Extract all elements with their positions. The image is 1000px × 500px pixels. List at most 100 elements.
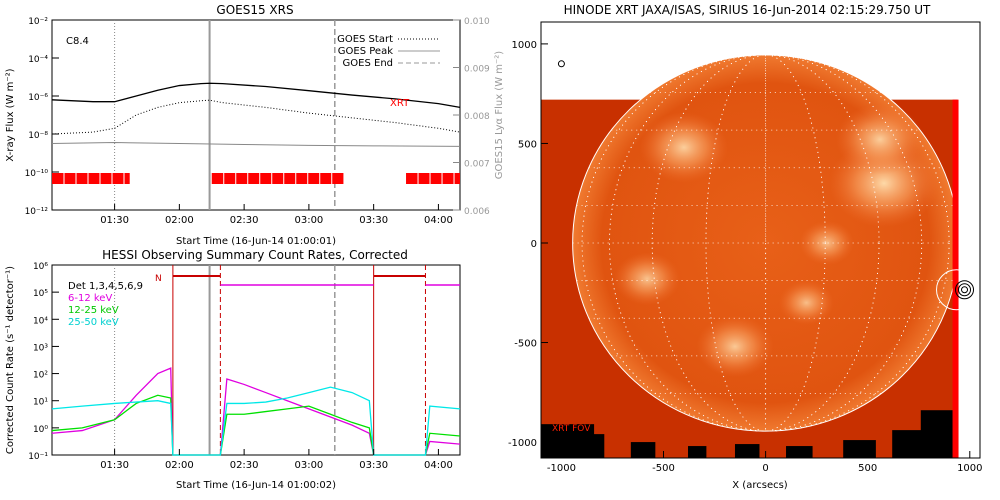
goes-plot-area <box>51 20 461 210</box>
hessi-x-tick-label: 03:00 <box>294 460 323 471</box>
goes-series-1 <box>51 99 461 135</box>
xrt-flare-contour-2 <box>961 286 969 294</box>
goes-series-2 <box>51 142 461 147</box>
hessi-x-tick-label: 02:30 <box>230 460 259 471</box>
goes-y-tick-label: 10⁻⁸ <box>28 131 48 141</box>
goes-legend-peak: GOES Peak <box>338 46 393 57</box>
hessi-plot-area <box>51 265 461 456</box>
xrt-x-tick-label: -500 <box>652 463 675 474</box>
xrt-solar-limb <box>572 54 960 432</box>
goes-x-tick-label: 02:00 <box>165 215 194 226</box>
hessi-y-axis: 10⁶ 10⁵ 10⁴ 10³ 10² 10¹ 10⁰ 10⁻¹ <box>28 262 59 462</box>
xrt-fov-label: XRT FOV <box>552 424 591 434</box>
xrt-y-tick-label: 500 <box>518 139 537 150</box>
hessi-x-tick-label: 03:30 <box>359 460 388 471</box>
hessi-x-label: Start Time (16-Jun-14 01:00:02) <box>176 480 336 491</box>
xrt-y-axis: 1000 500 0 -500 -1000 <box>508 40 548 449</box>
hessi-y-label: Corrected Count Rate (s⁻¹ detector⁻¹) <box>5 266 16 454</box>
xrt-y-tick-label: -500 <box>514 339 537 350</box>
hessi-legend: Det 1,3,4,5,6,9 6-12 keV 12-25 keV 25-50… <box>68 281 143 328</box>
xrt-bright-region-6 <box>778 280 834 325</box>
hessi-panel: HESSI Observing Summary Count Rates, Cor… <box>5 248 461 491</box>
goes-x-tick-label: 03:00 <box>294 215 323 226</box>
hessi-y-tick-label: 10² <box>33 371 48 381</box>
xrt-bright-region-4 <box>799 220 855 265</box>
xrt-y-tick-label: 0 <box>531 239 537 250</box>
xrt-bright-region-2 <box>835 104 924 175</box>
xrt-bright-region-0 <box>639 112 728 183</box>
xrt-missing-data-6 <box>843 440 876 458</box>
goes-legend-end: GOES End <box>343 58 393 69</box>
xrt-x-tick-label: 500 <box>858 463 877 474</box>
hessi-legend-12-25: 12-25 keV <box>68 305 119 316</box>
goes-y-axis: 10⁻² 10⁻⁴ 10⁻⁶ 10⁻⁸ 10⁻¹⁰ 10⁻¹² <box>25 17 59 217</box>
hessi-series-1 <box>51 394 461 456</box>
hessi-plot-frame <box>51 264 461 456</box>
xrt-bright-region-3 <box>696 315 774 378</box>
hessi-y-tick-label: 10³ <box>33 343 48 353</box>
hessi-y-tick-label: 10⁶ <box>33 262 48 272</box>
hessi-y-tick-label: 10¹ <box>33 398 48 408</box>
xrt-panel: HINODE XRT JAXA/ISAS, SIRIUS 16-Jun-2014… <box>508 3 983 491</box>
hessi-x-tick-label: 02:00 <box>165 460 194 471</box>
xrt-x-tick-label: 0 <box>762 463 768 474</box>
hessi-x-axis: 01:30 02:00 02:30 03:00 03:30 04:00 <box>100 449 453 471</box>
goes-y-tick-label: 10⁻¹² <box>25 207 49 217</box>
hessi-y-tick-label: 10⁴ <box>33 316 48 326</box>
xrt-bright-region-5 <box>614 252 681 306</box>
goes-y-tick-label: 10⁻⁴ <box>28 55 48 65</box>
goes-panel: GOES15 XRS C8.4 XRT GOES Start GOES Peak… <box>5 3 505 247</box>
goes-title: GOES15 XRS <box>216 3 293 17</box>
goes-series-0 <box>51 82 461 109</box>
goes-y2-tick-label: 0.007 <box>464 160 490 170</box>
xrt-missing-data-3 <box>688 446 707 458</box>
xrt-grid-longitude <box>705 54 826 432</box>
goes-x-tick-label: 02:30 <box>230 215 259 226</box>
xrt-title: HINODE XRT JAXA/ISAS, SIRIUS 16-Jun-2014… <box>564 3 931 17</box>
xrt-missing-data-4 <box>734 444 760 458</box>
goes-x-tick-label: 03:30 <box>359 215 388 226</box>
goes-y-tick-label: 10⁻⁶ <box>28 93 48 103</box>
xrt-image-area <box>541 54 978 458</box>
xrt-missing-data-2 <box>630 442 656 458</box>
xrt-flare-contour-1 <box>958 283 972 297</box>
goes-y2-tick-label: 0.010 <box>464 17 490 27</box>
xrt-missing-data-1 <box>581 434 605 458</box>
goes-legend-start: GOES Start <box>337 34 393 45</box>
hessi-legend-det: Det 1,3,4,5,6,9 <box>68 281 143 292</box>
xrt-x-tick-label: -1000 <box>547 463 576 474</box>
xrt-flare-contour-0 <box>955 280 975 300</box>
goes-y-label: X-ray Flux (W m⁻²) <box>5 68 16 161</box>
goes-xrt-label: XRT <box>390 98 410 109</box>
xrt-flare-circle <box>936 269 978 311</box>
goes-legend: GOES Start GOES Peak GOES End <box>337 34 440 69</box>
hessi-legend-6-12: 6-12 keV <box>68 293 112 304</box>
xrt-missing-data-8 <box>920 410 958 458</box>
xrt-y-tick-label: -1000 <box>508 438 537 449</box>
xrt-x-label: X (arcsecs) <box>732 480 788 491</box>
goes-xrt-coverage-1 <box>211 173 344 184</box>
goes-xrt-coverage-0 <box>52 173 130 184</box>
goes-y2-tick-label: 0.009 <box>464 65 490 75</box>
xrt-y-tick-label: 1000 <box>512 40 537 51</box>
hessi-series-2 <box>51 386 461 456</box>
goes-y2-label: GOES15 Lyα Flux (W m⁻²) <box>494 51 505 179</box>
hessi-legend-25-50: 25-50 keV <box>68 317 119 328</box>
xrt-missing-data-5 <box>786 446 813 458</box>
hessi-y-tick-label: 10⁵ <box>33 289 48 299</box>
xrt-x-tick-label: 1000 <box>957 463 982 474</box>
hessi-x-tick-label: 01:30 <box>100 460 129 471</box>
xrt-edge-strip <box>952 99 959 458</box>
hessi-y-tick-label: 10⁰ <box>33 425 48 435</box>
goes-x-tick-label: 04:00 <box>424 215 453 226</box>
goes-y2-tick-label: 0.006 <box>464 207 490 217</box>
xrt-reference-marker <box>557 60 565 68</box>
hessi-x-tick-label: 04:00 <box>424 460 453 471</box>
hessi-night-label: N <box>155 274 162 284</box>
goes-xrt-coverage-2 <box>406 173 460 184</box>
hessi-series-0 <box>51 367 461 456</box>
goes-y-tick-label: 10⁻¹⁰ <box>25 169 49 179</box>
goes-y2-axis: 0.010 0.009 0.008 0.007 0.006 <box>453 17 490 217</box>
goes-x-axis: 01:30 02:00 02:30 03:00 03:30 04:00 <box>100 204 453 226</box>
